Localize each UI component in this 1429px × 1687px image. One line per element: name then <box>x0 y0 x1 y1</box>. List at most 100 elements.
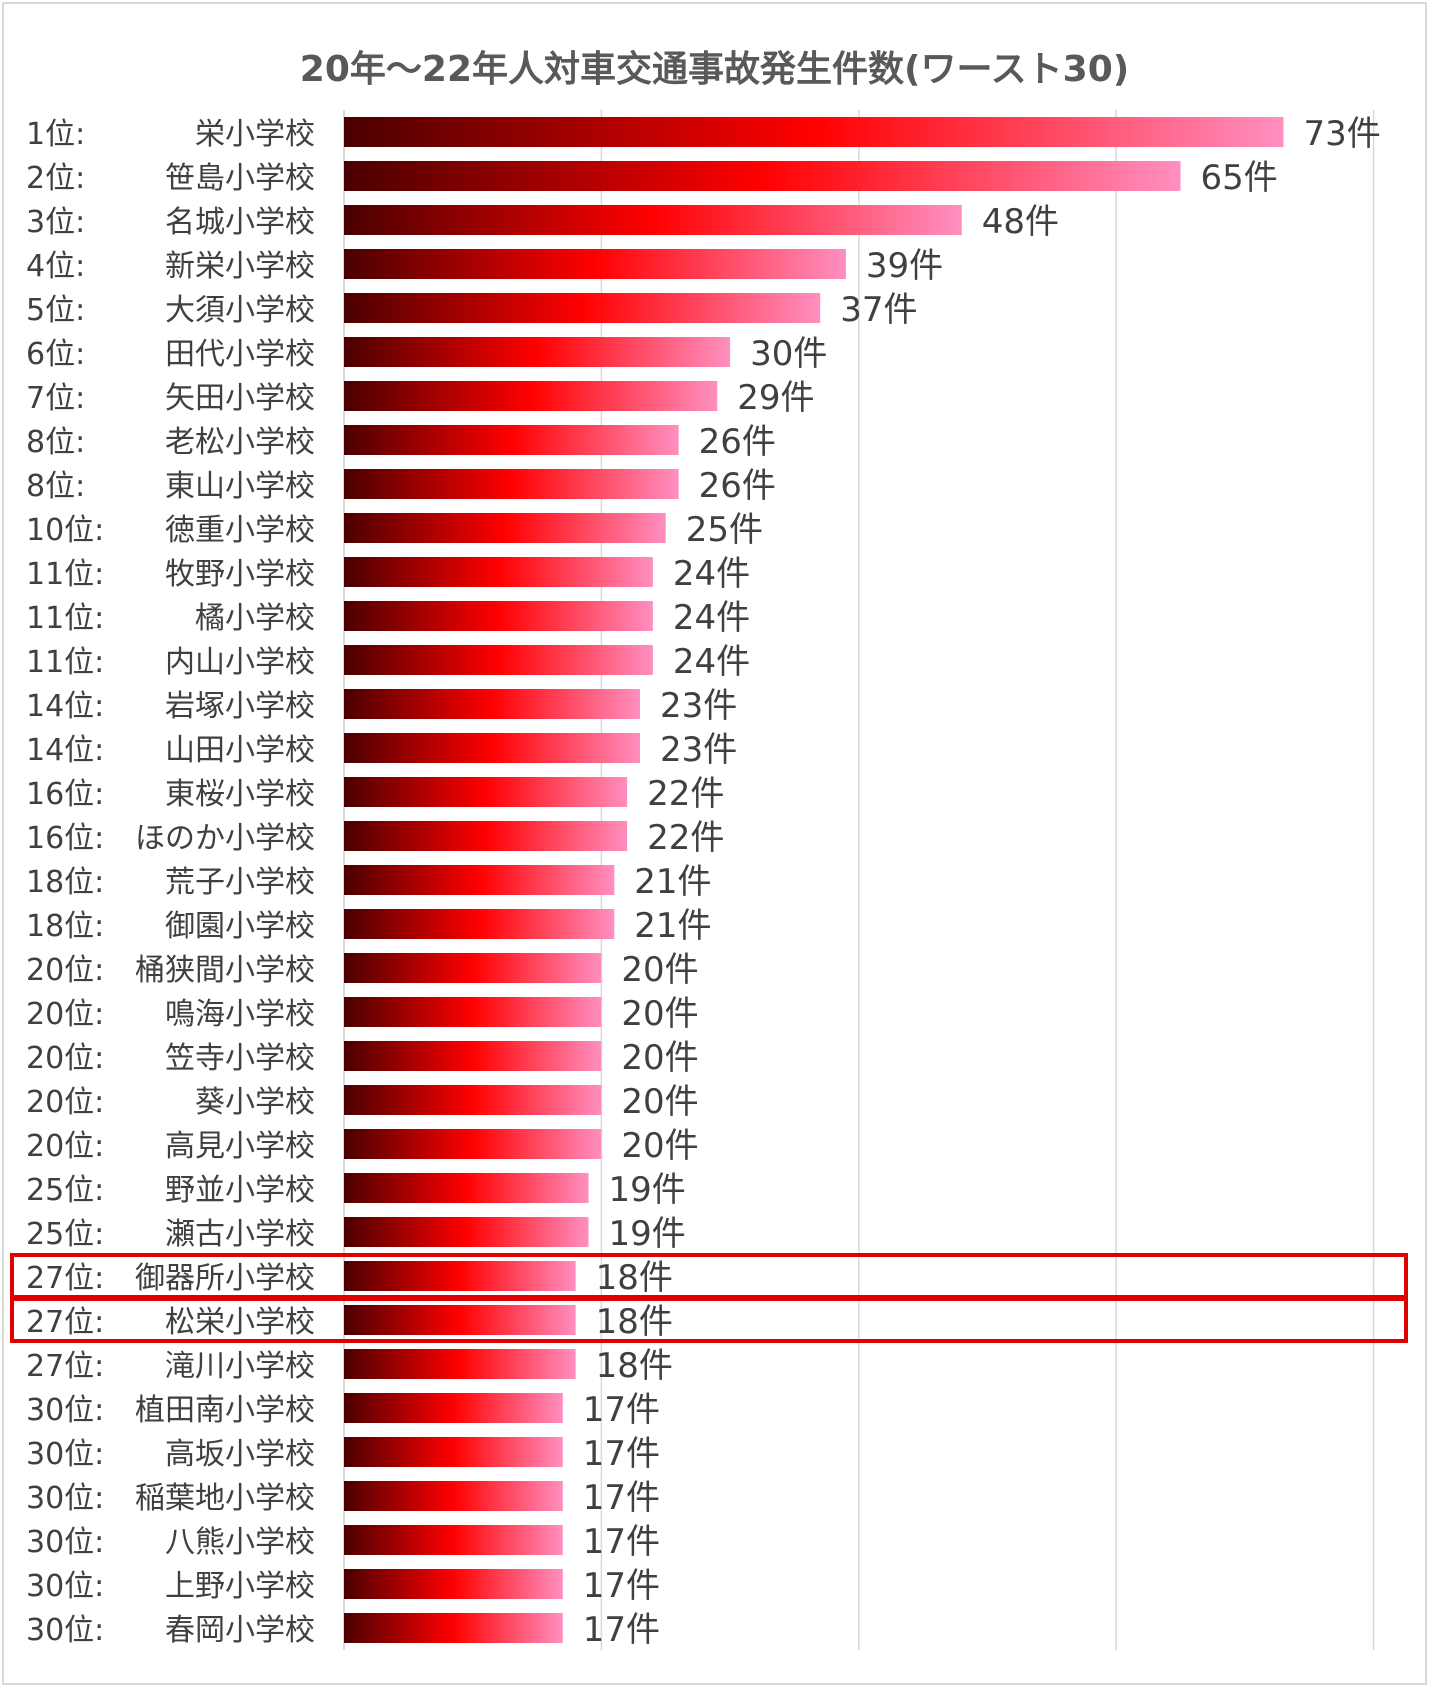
bar <box>344 1217 589 1247</box>
bar <box>344 997 602 1027</box>
data-label: 20件 <box>621 1082 698 1122</box>
category-label: 老松小学校 <box>165 425 315 460</box>
rank-label: 20位: <box>26 1041 104 1076</box>
bar <box>344 777 628 807</box>
bar <box>344 249 846 279</box>
category-label: 植田南小学校 <box>135 1393 315 1428</box>
category-label: 桶狭間小学校 <box>135 953 315 988</box>
bar <box>344 1481 563 1511</box>
rank-label: 11位: <box>26 601 104 636</box>
data-label: 29件 <box>737 378 814 418</box>
data-label: 20件 <box>621 1038 698 1078</box>
data-label: 23件 <box>660 730 737 770</box>
data-label: 22件 <box>647 774 724 814</box>
rank-label: 16位: <box>26 777 104 812</box>
rank-label: 18位: <box>26 909 104 944</box>
bar <box>344 513 666 543</box>
rank-label: 11位: <box>26 557 104 592</box>
bar <box>344 909 615 939</box>
chart-title: 20年～22年人対車交通事故発生件数(ワースト30) <box>299 49 1130 90</box>
bar <box>344 1393 563 1423</box>
category-label: 矢田小学校 <box>165 381 315 416</box>
category-label: 瀬古小学校 <box>165 1217 315 1252</box>
bar <box>344 865 615 895</box>
bar <box>344 1525 563 1555</box>
data-label: 20件 <box>621 1126 698 1166</box>
data-label: 22件 <box>647 818 724 858</box>
data-label: 26件 <box>699 422 776 462</box>
rank-label: 11位: <box>26 645 104 680</box>
category-label: 松栄小学校 <box>165 1305 315 1340</box>
data-label: 17件 <box>583 1434 660 1474</box>
data-label: 25件 <box>686 510 763 550</box>
highlight-box <box>10 1297 1408 1343</box>
category-label: 春岡小学校 <box>165 1613 315 1648</box>
rank-label: 3位: <box>26 205 85 240</box>
category-label: 東山小学校 <box>165 469 315 504</box>
data-label: 18件 <box>596 1258 673 1298</box>
bar <box>344 205 962 235</box>
bar <box>344 601 653 631</box>
rank-label: 7位: <box>26 381 85 416</box>
rank-label: 30位: <box>26 1437 104 1472</box>
rank-label: 25位: <box>26 1217 104 1252</box>
bar <box>344 953 602 983</box>
data-label: 21件 <box>634 906 711 946</box>
data-label: 17件 <box>583 1610 660 1650</box>
category-label: 御園小学校 <box>165 909 315 944</box>
bar <box>344 469 679 499</box>
rank-label: 27位: <box>26 1349 104 1384</box>
data-label: 17件 <box>583 1478 660 1518</box>
rank-label: 8位: <box>26 425 85 460</box>
category-label: 高坂小学校 <box>165 1437 315 1472</box>
bar <box>344 381 718 411</box>
category-label: 内山小学校 <box>165 645 315 680</box>
data-label: 20件 <box>621 950 698 990</box>
rank-label: 14位: <box>26 689 104 724</box>
data-label: 17件 <box>583 1522 660 1562</box>
bar <box>344 1613 563 1643</box>
rank-label: 2位: <box>26 161 85 196</box>
category-label: 山田小学校 <box>165 733 315 768</box>
category-label: 滝川小学校 <box>165 1349 315 1384</box>
rank-label: 27位: <box>26 1261 104 1296</box>
rank-label: 20位: <box>26 953 104 988</box>
bar <box>344 645 653 675</box>
category-label: 御器所小学校 <box>135 1261 315 1296</box>
category-label: 田代小学校 <box>165 337 315 372</box>
rank-label: 27位: <box>26 1305 104 1340</box>
rank-label: 4位: <box>26 249 85 284</box>
data-label: 26件 <box>699 466 776 506</box>
rank-label: 5位: <box>26 293 85 328</box>
data-label: 18件 <box>596 1302 673 1342</box>
bar <box>344 425 679 455</box>
category-label: 岩塚小学校 <box>165 689 315 724</box>
bar <box>344 689 641 719</box>
bar <box>344 821 628 851</box>
data-label: 17件 <box>583 1390 660 1430</box>
data-label: 30件 <box>750 334 827 374</box>
category-label: 笠寺小学校 <box>165 1041 315 1076</box>
rank-label: 8位: <box>26 469 85 504</box>
category-label: 八熊小学校 <box>165 1525 315 1560</box>
rank-label: 16位: <box>26 821 104 856</box>
bar <box>344 1569 563 1599</box>
bar <box>344 1437 563 1467</box>
category-label: 大須小学校 <box>165 293 315 328</box>
category-label: 稲葉地小学校 <box>135 1481 315 1516</box>
rank-label: 25位: <box>26 1173 104 1208</box>
bar <box>344 117 1284 147</box>
rank-label: 30位: <box>26 1569 104 1604</box>
bar <box>344 1305 576 1335</box>
rank-label: 14位: <box>26 733 104 768</box>
category-label: 高見小学校 <box>165 1129 315 1164</box>
bar <box>344 293 821 323</box>
rank-label: 30位: <box>26 1525 104 1560</box>
data-label: 18件 <box>596 1346 673 1386</box>
data-label: 19件 <box>609 1214 686 1254</box>
category-label: 橘小学校 <box>195 601 315 636</box>
rank-label: 1位: <box>26 117 85 152</box>
data-label: 21件 <box>634 862 711 902</box>
category-label: ほのか小学校 <box>135 821 315 856</box>
